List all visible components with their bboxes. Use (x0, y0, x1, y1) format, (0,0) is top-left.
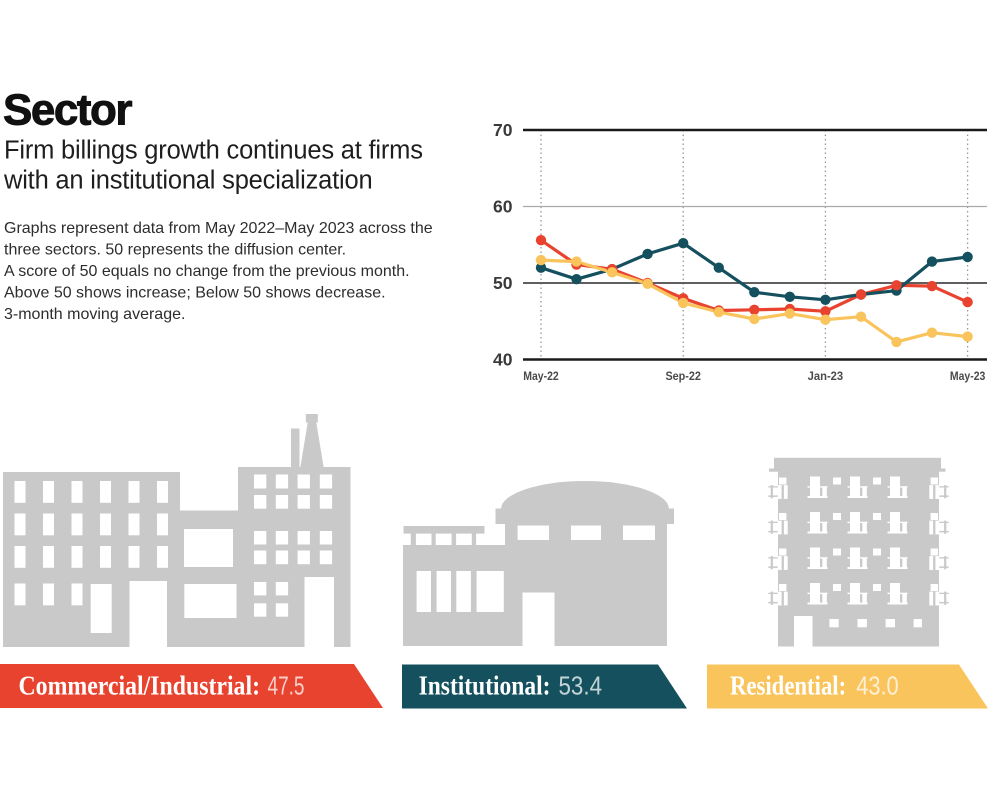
svg-text:60: 60 (493, 196, 513, 216)
svg-text:50: 50 (493, 273, 513, 293)
svg-text:Firm billings growth continues: Firm billings growth continues at firms (4, 137, 423, 165)
svg-text:May-23: May-23 (950, 371, 986, 383)
svg-text:A score of 50 equals no change: A score of 50 equals no change from the … (4, 263, 410, 280)
svg-text:Jan-23: Jan-23 (808, 371, 844, 383)
svg-text:Graphs represent data from May: Graphs represent data from May 2022–May … (4, 220, 433, 237)
svg-text:53.4: 53.4 (559, 671, 603, 701)
svg-text:with an institutional speciali: with an institutional specialization (3, 167, 372, 195)
svg-text:Sector: Sector (3, 86, 132, 135)
svg-text:3-month moving average.: 3-month moving average. (4, 306, 185, 323)
svg-text:40: 40 (493, 349, 513, 369)
svg-text:70: 70 (493, 120, 513, 140)
svg-text:Commercial/Industrial:: Commercial/Industrial: (19, 671, 261, 701)
svg-text:Sep-22: Sep-22 (665, 371, 701, 383)
svg-text:43.0: 43.0 (856, 671, 899, 701)
svg-text:Institutional:: Institutional: (419, 671, 551, 701)
svg-text:Above 50 shows increase; Below: Above 50 shows increase; Below 50 shows … (4, 285, 386, 302)
svg-text:May-22: May-22 (523, 371, 559, 383)
svg-text:three sectors. 50 represents t: three sectors. 50 represents the diffusi… (4, 242, 346, 259)
svg-text:Residential:: Residential: (730, 671, 846, 701)
svg-text:47.5: 47.5 (268, 671, 305, 701)
